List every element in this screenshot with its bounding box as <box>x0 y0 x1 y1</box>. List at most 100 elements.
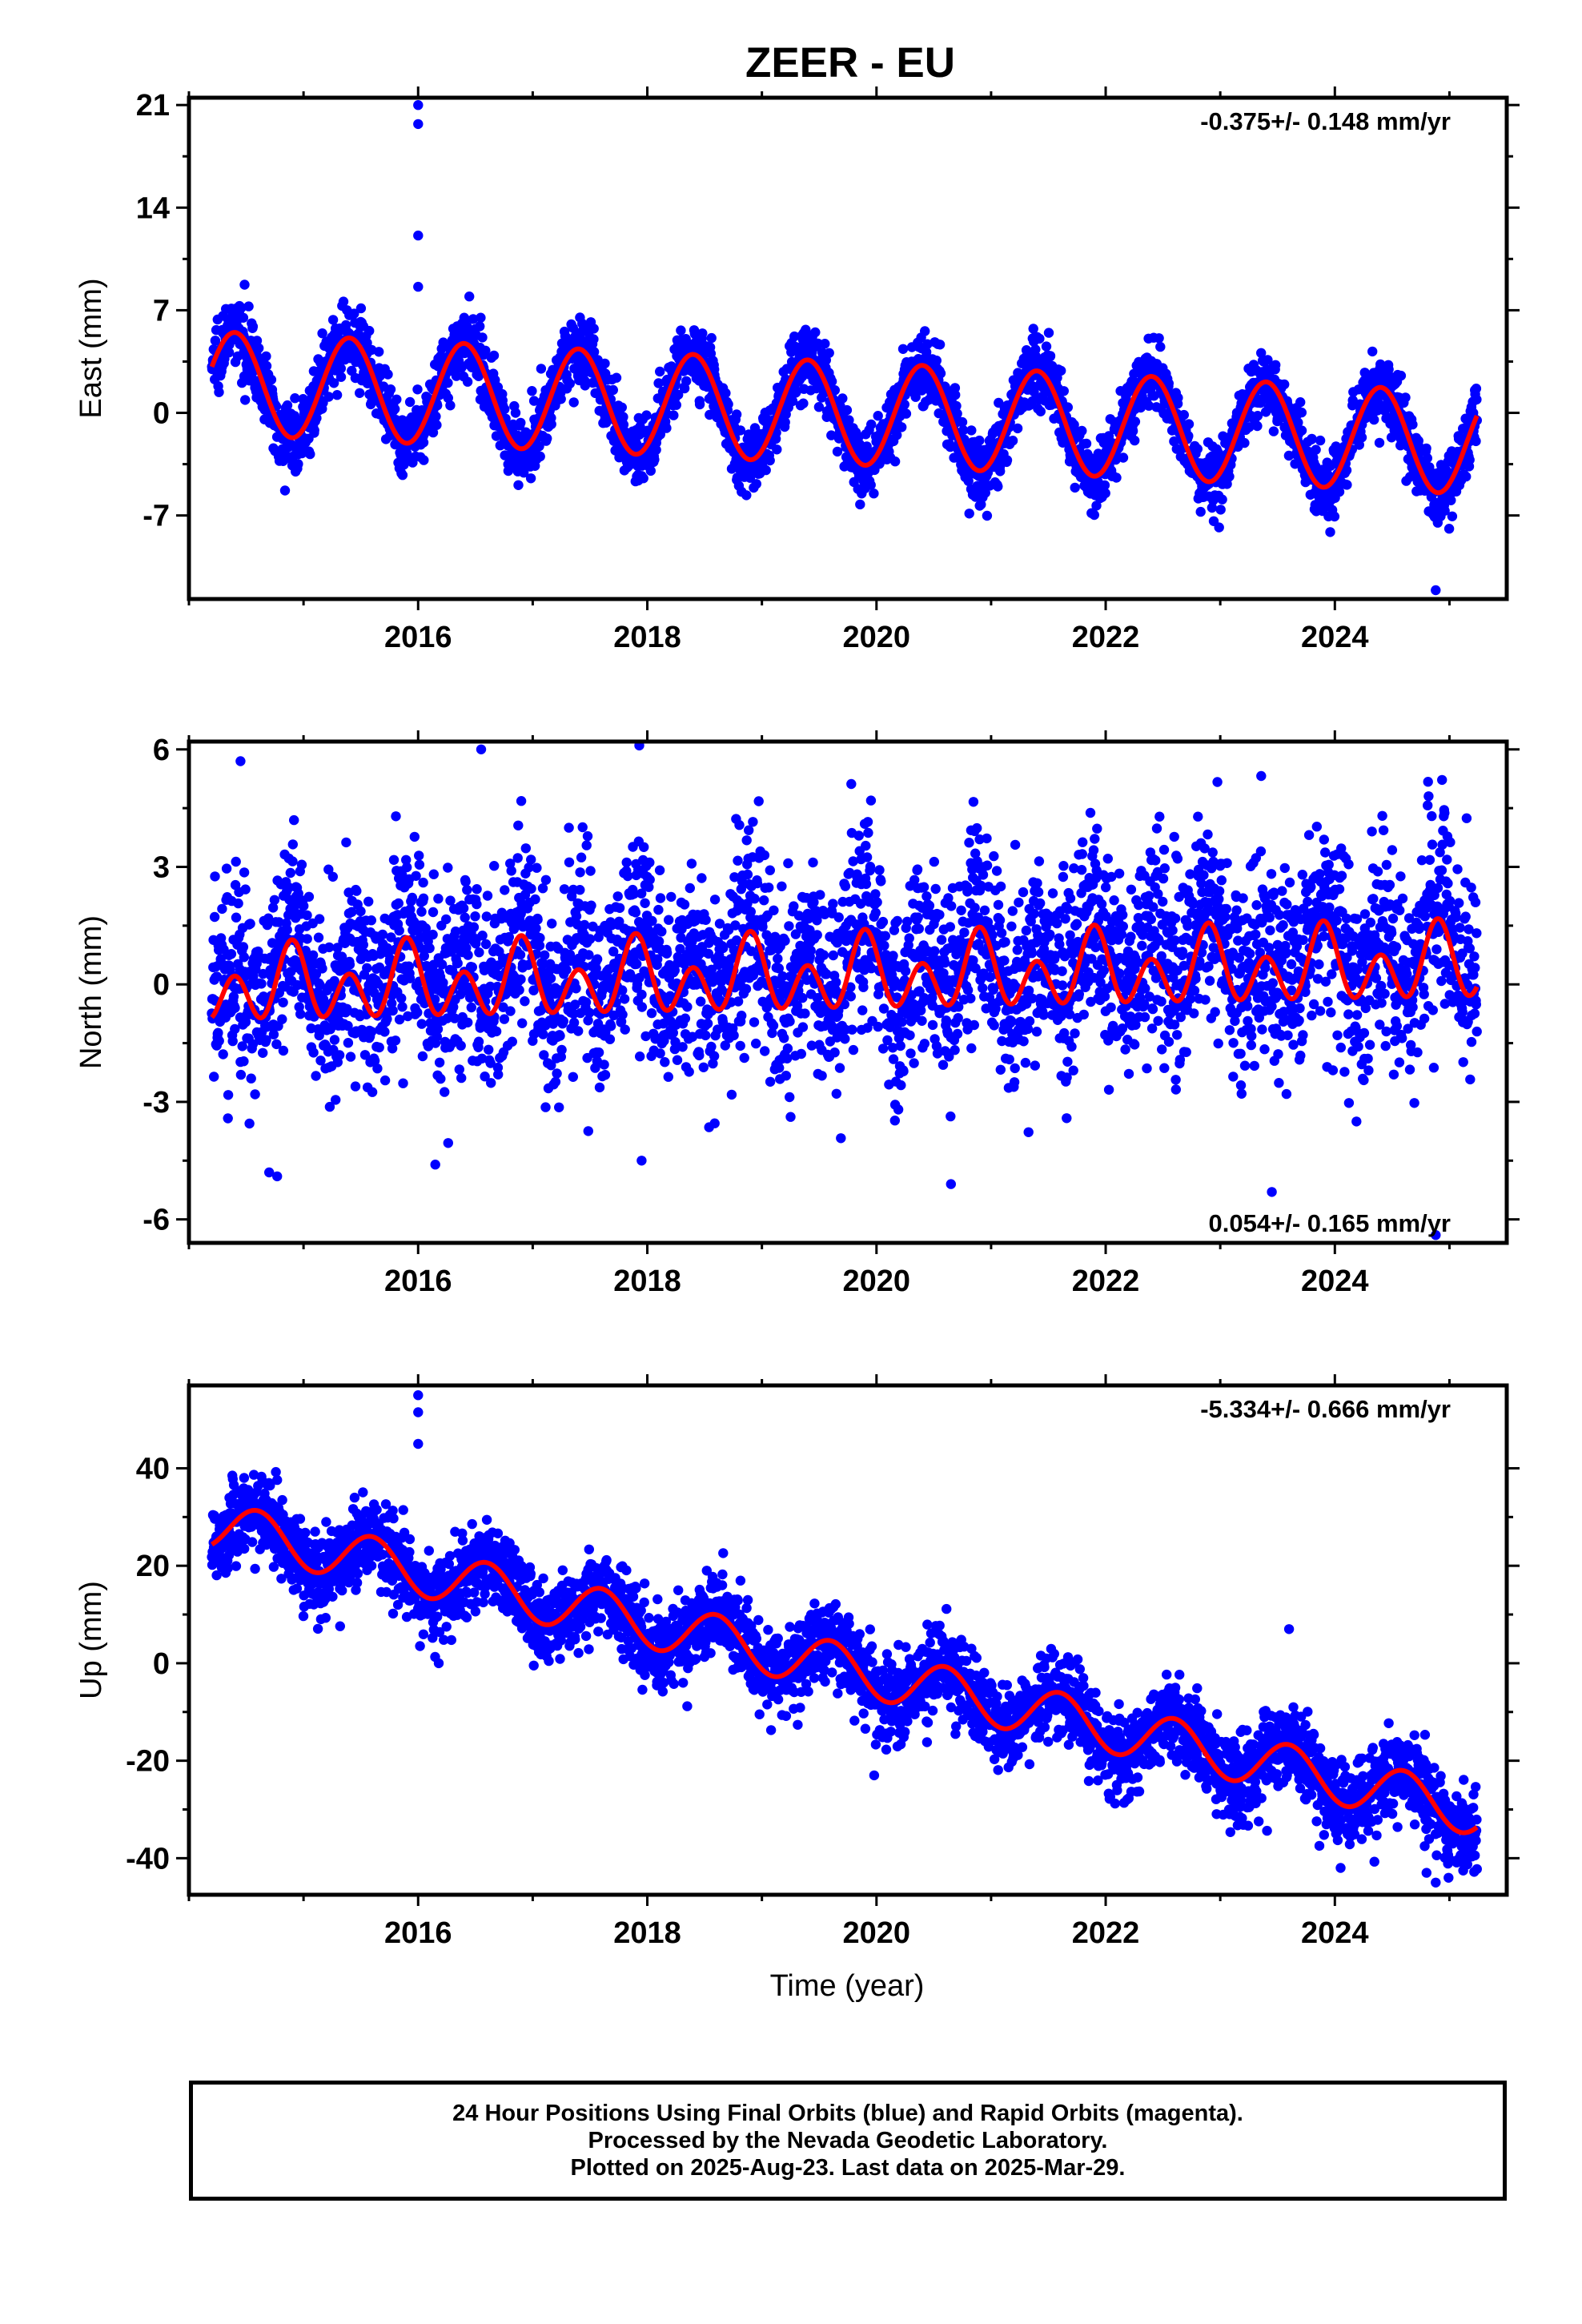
data-point <box>443 392 453 404</box>
east-y-axis-label: East (mm) <box>74 278 108 418</box>
data-point <box>526 883 536 895</box>
data-point <box>243 301 254 312</box>
data-point <box>343 1038 354 1048</box>
data-point <box>239 1056 249 1067</box>
data-point <box>210 871 220 882</box>
data-point <box>582 830 593 842</box>
data-point <box>432 1023 444 1035</box>
data-point <box>820 339 830 349</box>
data-point <box>463 1017 473 1028</box>
data-point <box>1367 346 1378 357</box>
data-point <box>1012 423 1023 434</box>
data-point <box>226 949 237 959</box>
data-point <box>1062 402 1074 412</box>
data-point <box>296 859 307 870</box>
data-point <box>345 1051 356 1062</box>
data-point <box>385 384 396 395</box>
data-point <box>475 321 485 332</box>
data-point <box>584 950 594 960</box>
data-point <box>546 419 556 429</box>
data-point <box>250 1089 260 1100</box>
data-point <box>641 410 652 420</box>
data-point <box>443 862 453 873</box>
data-point <box>580 997 592 1007</box>
data-point <box>873 411 883 421</box>
data-point <box>1443 524 1455 534</box>
data-point <box>901 408 912 419</box>
data-point <box>254 343 264 353</box>
data-point <box>1034 333 1045 344</box>
data-point <box>1130 435 1140 446</box>
data-point <box>530 894 540 905</box>
data-point <box>428 869 439 879</box>
data-point <box>1100 488 1110 499</box>
data-point <box>240 884 251 895</box>
data-point <box>1268 426 1279 436</box>
data-point <box>592 954 603 964</box>
data-point <box>481 911 492 922</box>
data-point <box>1130 416 1141 427</box>
data-point <box>299 901 309 911</box>
data-point <box>491 1026 502 1037</box>
data-point <box>209 911 220 923</box>
data-point <box>412 1007 423 1018</box>
x-tick-label: 2018 <box>613 621 681 654</box>
data-point <box>611 372 622 383</box>
data-point <box>351 886 362 896</box>
data-point <box>349 308 359 319</box>
data-point <box>313 932 324 943</box>
data-point <box>558 1016 568 1027</box>
data-point <box>837 393 848 404</box>
data-point <box>531 923 541 934</box>
data-point <box>780 417 790 428</box>
data-point <box>594 1082 605 1093</box>
data-point <box>366 1027 377 1037</box>
data-point <box>238 312 249 323</box>
data-point <box>547 919 557 929</box>
data-point <box>251 336 263 346</box>
data-point <box>1461 471 1472 482</box>
data-point <box>568 1072 578 1083</box>
data-point <box>735 425 746 436</box>
data-point <box>1041 341 1052 352</box>
data-point <box>338 296 349 307</box>
data-point <box>1173 392 1183 403</box>
data-point <box>540 950 550 961</box>
data-point <box>247 321 259 332</box>
data-point <box>841 404 853 416</box>
data-point <box>432 420 442 430</box>
data-point <box>608 384 618 396</box>
data-point <box>217 903 227 915</box>
data-point <box>520 996 530 1007</box>
data-point <box>470 911 480 922</box>
data-point <box>269 895 280 906</box>
data-point <box>331 1095 341 1105</box>
data-point <box>1279 379 1290 390</box>
data-point <box>1192 444 1203 454</box>
data-point <box>305 448 315 460</box>
data-point <box>372 1063 383 1074</box>
data-point <box>1056 365 1066 376</box>
data-point <box>826 376 837 387</box>
data-point <box>513 480 524 490</box>
data-point <box>418 893 429 904</box>
data-point <box>765 455 775 466</box>
data-point <box>897 422 907 432</box>
y-tick-label: 0 <box>153 397 170 431</box>
data-point <box>600 1070 611 1080</box>
data-point <box>353 328 363 339</box>
data-point <box>409 831 420 842</box>
data-point <box>311 412 322 424</box>
data-point <box>233 898 243 909</box>
data-point <box>436 1073 446 1084</box>
data-point <box>636 1002 648 1012</box>
data-point <box>772 444 782 455</box>
data-point <box>350 1081 361 1092</box>
x-tick-label: 2016 <box>384 621 452 654</box>
data-point <box>1325 527 1335 537</box>
data-point <box>600 358 610 369</box>
data-point <box>1446 495 1456 505</box>
data-point <box>209 1072 219 1082</box>
